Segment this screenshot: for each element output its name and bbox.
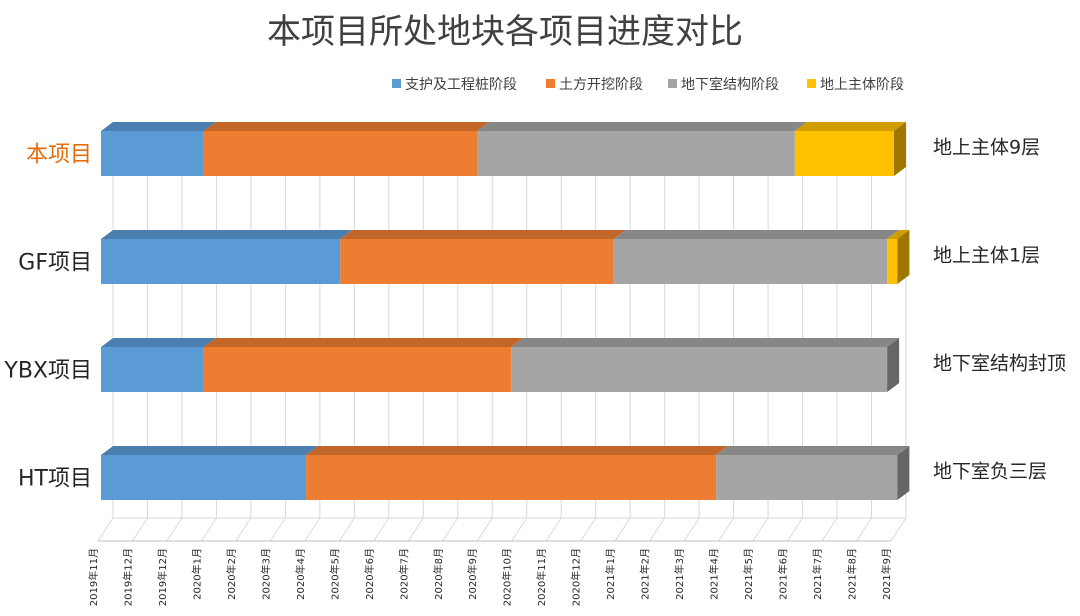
status-label: 地上主体1层 — [933, 245, 1040, 267]
status-label: 地下室结构封顶 — [933, 353, 1066, 375]
floor-gridline — [511, 517, 528, 542]
axis-layer: 2019年11月 2019年12月 2019年12月 2020年1月 2020年2月 20… — [87, 540, 893, 606]
bar-segment-3-3 — [511, 338, 900, 392]
bar-segment-4-2 — [306, 446, 729, 500]
status-label: 地下室负三层 — [933, 461, 1047, 483]
status-label: 地上主体9层 — [933, 137, 1040, 159]
bar-segment-4-3 — [716, 446, 910, 500]
bar-segment-1-4 — [794, 122, 906, 176]
x-tick-label: 2020年6月 — [363, 548, 376, 600]
floor-gridline — [304, 517, 321, 542]
legend-label: 支护及工程桩阶段 — [405, 76, 517, 93]
x-tick-label: 2019年12月 — [156, 548, 169, 606]
x-tick-label: 2021年4月 — [708, 548, 721, 600]
legend-item: 土方开挖阶段 — [546, 77, 643, 93]
floor-gridline — [787, 517, 803, 542]
bars-layer — [101, 122, 910, 500]
floor-gridline — [683, 517, 700, 542]
category-label: HT项目 — [18, 467, 92, 492]
floor-gridline — [201, 517, 217, 542]
labels-layer: 本项目 地上主体9层 GF项目 地上主体1层 YBX项目 地下室结构封顶 HT项目 地下室负三… — [3, 137, 1066, 492]
x-tick-label: 2020年1月 — [190, 548, 203, 600]
floor-gridline — [580, 517, 597, 542]
category-label: YBX项目 — [3, 359, 92, 384]
bar-segment-1-2 — [203, 122, 489, 176]
legend-label: 地上主体阶段 — [820, 77, 904, 93]
x-tick-label: 2021年8月 — [845, 548, 858, 600]
x-tick-label: 2021年9月 — [880, 548, 893, 600]
x-tick-label: 2020年12月 — [570, 548, 583, 606]
x-tick-label: 2021年1月 — [604, 548, 617, 600]
x-tick-label: 2019年12月 — [121, 548, 134, 606]
x-tick-label: 2021年5月 — [742, 548, 755, 600]
floor-gridline — [614, 517, 631, 542]
floor-gridline — [338, 517, 355, 542]
x-tick-label: 2020年4月 — [294, 548, 307, 600]
floor-gridline — [373, 517, 390, 542]
bar-end-face — [887, 338, 900, 392]
floor-gridline — [821, 517, 838, 542]
floor-gridline — [545, 517, 562, 542]
floor-gridline — [132, 517, 148, 542]
legend-swatch — [668, 79, 677, 88]
category-label: 本项目 — [26, 143, 92, 168]
floor-gridline — [718, 517, 735, 542]
bar-segment-2-1 — [101, 230, 353, 284]
legend: 支护及工程桩阶段 土方开挖阶段 地下室结构阶段 地上主体阶段 — [392, 76, 904, 93]
legend-label: 土方开挖阶段 — [559, 77, 643, 93]
bar-segment-1-1 — [101, 122, 216, 176]
x-tick-label: 2021年2月 — [639, 548, 652, 600]
legend-swatch — [392, 79, 401, 88]
bar-segment-3-1 — [101, 338, 216, 392]
category-label: GF项目 — [18, 251, 92, 276]
floor-gridline — [97, 517, 114, 542]
x-tick-label: 2020年9月 — [466, 548, 479, 600]
x-tick-label: 2020年5月 — [328, 548, 341, 600]
bar-end-face — [897, 446, 910, 500]
x-tick-label: 2021年6月 — [777, 548, 790, 600]
bar-segment-2-3 — [613, 230, 900, 284]
floor-gridline — [235, 517, 252, 542]
bar-segment-4-1 — [101, 446, 319, 500]
x-tick-label: 2020年2月 — [225, 548, 238, 600]
x-tick-label: 2020年8月 — [432, 548, 445, 600]
x-tick-label: 2020年3月 — [259, 548, 272, 600]
floor-gridline — [442, 517, 459, 542]
legend-label: 地下室结构阶段 — [681, 76, 779, 93]
x-tick-label: 2021年3月 — [673, 548, 686, 600]
bar-end-face — [893, 122, 906, 176]
floor-gridline — [407, 517, 424, 542]
floor-gridline — [476, 517, 493, 542]
legend-item: 支护及工程桩阶段 — [392, 76, 517, 93]
bar-segment-2-2 — [340, 230, 626, 284]
bar-end-face — [897, 230, 910, 284]
legend-item: 地上主体阶段 — [807, 77, 904, 93]
x-tick-label: 2020年7月 — [397, 548, 410, 600]
legend-item: 地下室结构阶段 — [668, 76, 779, 93]
x-tick-label: 2020年11月 — [535, 548, 548, 606]
bar-segment-1-3 — [476, 122, 807, 176]
floor-gridline — [166, 517, 183, 542]
legend-swatch — [546, 79, 555, 88]
chart-title: 本项目所处地块各项目进度对比 — [267, 12, 743, 52]
legend-swatch — [807, 79, 816, 88]
floor-gridline — [269, 517, 286, 542]
floor-gridline — [890, 517, 907, 542]
x-tick-label: 2020年10月 — [501, 548, 514, 606]
bar-segment-2-4 — [887, 230, 910, 284]
x-tick-label: 2021年7月 — [811, 548, 824, 600]
bar-segment-3-2 — [203, 338, 524, 392]
floor-gridline — [752, 517, 769, 542]
floor-gridline — [649, 517, 666, 542]
x-tick-label: 2019年11月 — [87, 548, 100, 606]
floor-gridline — [856, 517, 872, 542]
